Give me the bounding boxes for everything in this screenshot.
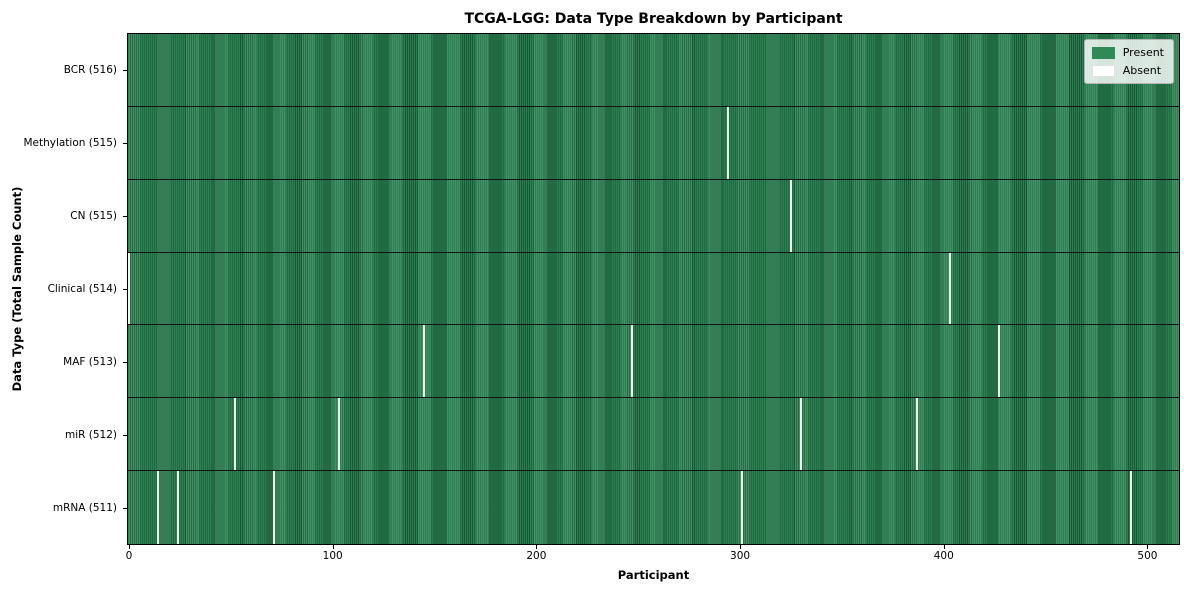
absent-marker-mRNA-492 — [1130, 471, 1133, 544]
y-tick-mark — [123, 434, 127, 436]
x-tick-mark — [740, 545, 742, 549]
legend-entry-present: Present — [1091, 46, 1164, 59]
x-tick-label-100: 100 — [322, 550, 343, 562]
y-tick-label-BCR: BCR (516) — [63, 64, 117, 77]
absent-marker-mRNA-24 — [176, 471, 179, 544]
y-tick-mark — [123, 143, 127, 145]
absent-marker-mRNA-71 — [272, 471, 275, 544]
absent-marker-MAF-247 — [631, 325, 634, 398]
absent-marker-Methylation-294 — [726, 106, 729, 179]
y-tick-label-Clinical: Clinical (514) — [47, 283, 117, 295]
x-tick-mark — [943, 545, 945, 549]
y-tick-mark — [123, 361, 127, 363]
y-tick-label-mRNA: mRNA (511) — [52, 501, 117, 514]
heatmap-row-miR — [128, 398, 1179, 472]
absent-marker-miR-330 — [800, 398, 803, 471]
absent-marker-miR-387 — [916, 398, 919, 471]
heatmap-row-Methylation — [128, 106, 1179, 180]
x-tick-mark — [1147, 545, 1149, 549]
x-tick-mark — [332, 545, 334, 549]
y-tick-mark — [123, 216, 127, 218]
x-tick-mark — [129, 545, 131, 549]
plot-area: Present Absent — [127, 33, 1180, 545]
heatmap-row-MAF — [128, 325, 1179, 399]
y-tick-mark — [123, 70, 127, 72]
x-tick-label-400: 400 — [933, 550, 954, 562]
x-tick-label-500: 500 — [1137, 550, 1158, 562]
absent-marker-miR-103 — [337, 398, 340, 471]
absent-marker-Clinical-0 — [128, 252, 131, 325]
y-tick-label-CN: CN (515) — [70, 210, 117, 223]
legend-entry-absent: Absent — [1091, 64, 1164, 77]
absent-marker-miR-52 — [233, 398, 236, 471]
y-tick-label-Methylation: Methylation (515) — [23, 137, 117, 150]
legend: Present Absent — [1083, 39, 1174, 84]
x-tick-mark — [536, 545, 538, 549]
y-tick-mark — [123, 507, 127, 509]
heatmap-row-Clinical — [128, 252, 1179, 326]
x-tick-label-200: 200 — [526, 550, 547, 562]
absent-marker-mRNA-14 — [156, 471, 159, 544]
legend-swatch-present — [1091, 46, 1115, 59]
absent-marker-CN-325 — [789, 179, 792, 252]
heatmap-row-CN — [128, 179, 1179, 253]
heatmap-row-BCR — [128, 34, 1179, 107]
x-tick-label-0: 0 — [125, 550, 133, 562]
heatmap-row-mRNA — [128, 471, 1179, 544]
legend-label: Absent — [1122, 64, 1162, 77]
y-tick-label-MAF: MAF (513) — [63, 355, 117, 368]
x-axis-title: Participant — [617, 568, 690, 582]
x-tick-label-300: 300 — [730, 550, 751, 562]
absent-marker-Clinical-403 — [948, 252, 951, 325]
absent-marker-MAF-427 — [997, 325, 1000, 398]
absent-marker-MAF-145 — [423, 325, 426, 398]
absent-marker-mRNA-301 — [741, 471, 744, 544]
y-tick-mark — [123, 289, 127, 290]
legend-swatch-absent — [1091, 64, 1115, 77]
legend-label: Present — [1122, 46, 1164, 59]
y-tick-label-miR: miR (512) — [64, 428, 117, 441]
chart-title: TCGA-LGG: Data Type Breakdown by Partici… — [464, 11, 843, 27]
